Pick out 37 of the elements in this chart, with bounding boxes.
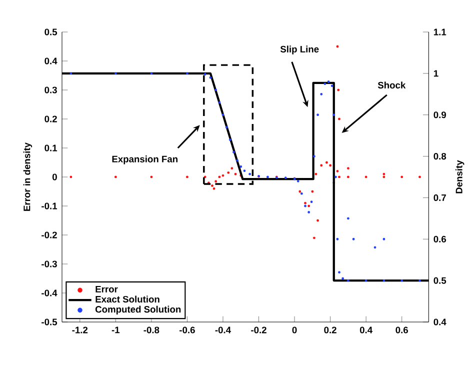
y2-tick-label: 1.1 [434,28,446,36]
y-tick-label: 0.1 [44,144,58,152]
y2-axis-title: Density [456,160,464,194]
y-tick-label: 0.5 [44,28,58,36]
y2-tick-label: 0.9 [434,112,446,118]
x-tick-label: 0.6 [396,326,408,334]
y-tick-label: -0.3 [42,260,57,268]
y-axis-title: Error in density [23,142,32,211]
y2-tick-label: 0.8 [434,152,446,160]
x-tick-label: -1 [112,326,120,334]
legend-label: Error [96,286,118,292]
annotation: Slip Line [280,46,319,54]
x-tick-label: 0.4 [360,326,373,334]
x-tick-label: 0.2 [324,326,336,334]
y-tick-label: 0 [52,174,57,180]
legend-label: Computed Solution [95,306,181,314]
y-tick-label: -0.5 [42,318,58,326]
y-tick-label: -0.1 [42,202,58,210]
x-tick-label: -1.2 [72,326,88,334]
y-tick-label: -0.4 [42,290,58,296]
x-tick-label: -0.6 [180,326,195,334]
legend-label: Exact Solution [96,296,160,303]
y-tick-label: 0.3 [44,86,57,94]
x-tick-label: 0 [292,326,297,334]
y2-tick-label: 0.7 [434,194,446,202]
y2-tick-label: 0.4 [434,318,446,326]
annotation: Expansion Fan [112,156,178,164]
y2-tick-label: 0.5 [434,277,446,284]
x-tick-label: -0.2 [251,326,266,334]
y-tick-label: -0.2 [42,232,57,238]
y-tick-label: 0.4 [44,58,58,64]
x-tick-label: -0.4 [215,326,231,334]
y2-tick-label: 1 [434,70,438,77]
y-tick-label: 0.2 [44,116,57,122]
annotation: Shock [378,82,406,88]
x-tick-label: -0.8 [144,326,160,334]
y2-tick-label: 0.6 [434,236,446,242]
